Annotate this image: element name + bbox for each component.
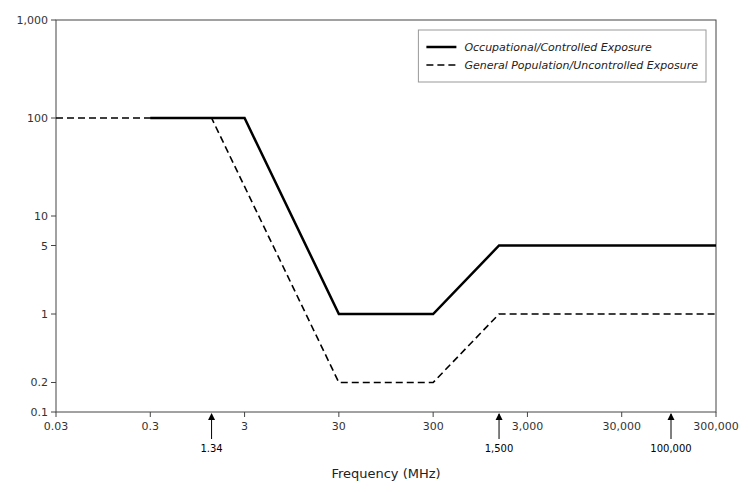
x-tick xyxy=(527,412,528,417)
annotation-arrow xyxy=(496,413,503,439)
annotation-arrow-head xyxy=(496,413,503,420)
x-tick-label: 3,000 xyxy=(512,420,544,433)
legend-swatch xyxy=(426,64,456,66)
y-tick xyxy=(51,216,56,217)
x-tick-label: 30 xyxy=(332,420,346,433)
annotation-arrow-head xyxy=(668,413,675,420)
annotation-arrow-head xyxy=(208,413,215,420)
x-tick-label: 0.3 xyxy=(142,420,160,433)
annotation-label: 1.34 xyxy=(200,443,222,454)
x-tick xyxy=(244,412,245,417)
y-tick xyxy=(51,118,56,119)
annotation-label: 1,500 xyxy=(485,443,514,454)
x-tick-label: 300 xyxy=(423,420,444,433)
x-tick xyxy=(56,412,57,417)
legend: Occupational/Controlled Exposure General … xyxy=(418,30,706,82)
x-tick-label: 30,000 xyxy=(602,420,641,433)
x-tick xyxy=(716,412,717,417)
y-tick xyxy=(51,382,56,383)
annotation-arrow xyxy=(208,413,215,439)
y-tick-label: 100 xyxy=(27,112,48,125)
y-tick xyxy=(51,245,56,246)
x-tick-label: 300,000 xyxy=(693,420,739,433)
y-tick xyxy=(51,20,56,21)
x-tick-label: 3 xyxy=(241,420,248,433)
y-tick xyxy=(51,412,56,413)
chart-svg: 0.03 0.3 3 30 300 3,000 30,000 300,000 0.1 0.2 1 5 1… xyxy=(0,0,748,492)
legend-label: Occupational/Controlled Exposure xyxy=(464,41,652,54)
legend-frame xyxy=(418,30,706,82)
legend-label: General Population/Uncontrolled Exposure xyxy=(464,59,698,72)
annotation-label: 100,000 xyxy=(650,443,691,454)
chart-container: 0.03 0.3 3 30 300 3,000 30,000 300,000 0.1 0.2 1 5 1… xyxy=(0,0,748,492)
series-group xyxy=(56,118,716,383)
x-tick xyxy=(433,412,434,417)
y-tick-label: 1,000 xyxy=(17,14,49,27)
y-tick xyxy=(51,314,56,315)
y-tick-label: 10 xyxy=(34,210,48,223)
legend-swatch xyxy=(426,46,456,49)
x-axis-label: Frequency (MHz) xyxy=(331,466,440,481)
y-tick-label: 5 xyxy=(41,240,48,253)
y-tick-label: 1 xyxy=(41,308,48,321)
y-tick-label: 0.1 xyxy=(31,406,49,419)
plot-frame xyxy=(56,20,716,412)
x-tick-label: 0.03 xyxy=(44,420,69,433)
y-tick-label: 0.2 xyxy=(31,376,49,389)
x-tick xyxy=(150,412,151,417)
annotation-arrow xyxy=(668,413,675,439)
series-line xyxy=(56,118,716,383)
x-tick xyxy=(338,412,339,417)
series-line xyxy=(150,118,716,314)
x-tick xyxy=(621,412,622,417)
